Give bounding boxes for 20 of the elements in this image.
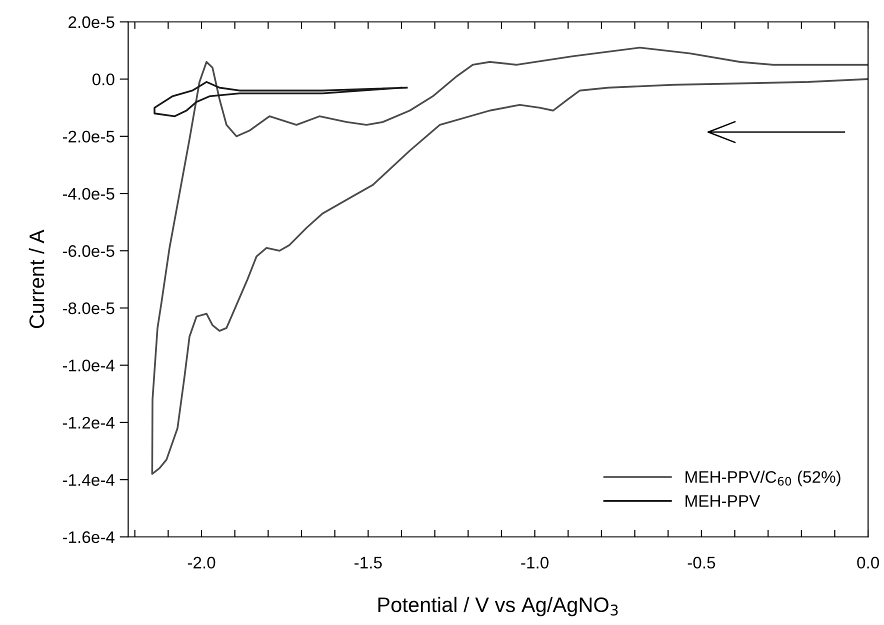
x-tick-label: -1.0: [521, 556, 549, 569]
x-tick-label: -1.5: [354, 556, 382, 569]
y-tick-label: -1.2e-4: [62, 416, 115, 429]
y-tick-label: -8.0e-5: [62, 302, 114, 314]
x-axis-title: Potential / V vs Ag/AgNO$_{3}$: [378, 596, 618, 616]
legend-label: MEH-PPV: [686, 495, 760, 507]
y-tick-label: 0.0: [92, 74, 114, 86]
x-tick-label: -0.5: [688, 556, 716, 569]
y-tick-label: -4.0e-5: [62, 188, 114, 200]
y-tick-label: -1.0e-4: [62, 360, 115, 372]
x-tick-label: 0.0: [857, 556, 880, 569]
y-tick-label: -6.0e-5: [62, 245, 114, 257]
x-tick-label: -2.0: [188, 556, 216, 569]
legend-label: MEH-PPV/C$_{60}$ (52%): [686, 470, 840, 486]
y-tick-label: 2.0e-5: [68, 16, 114, 28]
y-axis-title: Current / A: [28, 230, 44, 328]
y-tick-label: -1.4e-4: [62, 474, 115, 486]
y-tick-label: -2.0e-5: [62, 130, 114, 143]
y-tick-label: -1.6e-4: [62, 531, 115, 544]
line-series: [154, 81, 408, 118]
